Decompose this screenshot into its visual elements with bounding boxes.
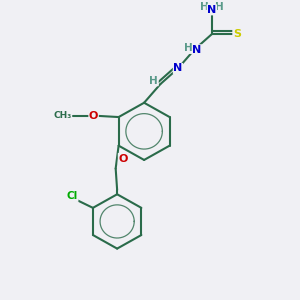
Text: S: S xyxy=(233,29,241,39)
Text: O: O xyxy=(118,154,128,164)
Text: H: H xyxy=(149,76,158,86)
Text: O: O xyxy=(89,111,98,121)
Text: N: N xyxy=(207,5,217,15)
Text: Cl: Cl xyxy=(67,191,78,201)
Text: H: H xyxy=(215,2,224,12)
Text: N: N xyxy=(173,63,183,74)
Text: H: H xyxy=(184,44,193,53)
Text: N: N xyxy=(193,45,202,55)
Text: CH₃: CH₃ xyxy=(53,111,71,120)
Text: H: H xyxy=(200,2,209,12)
